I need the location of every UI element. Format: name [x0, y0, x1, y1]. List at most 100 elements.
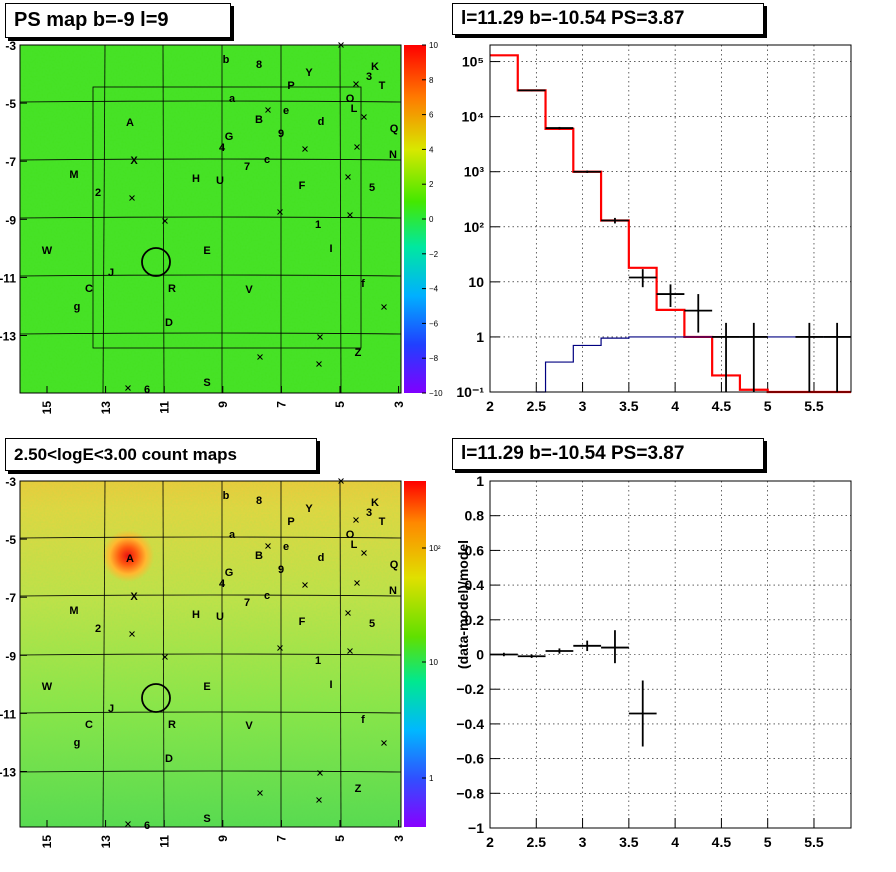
- source-cross-marker: [347, 648, 353, 654]
- residual-chart: 2 2.5 3 3.5 4 4.5 5 5.5 1 0.8 0.6 0.4 0.2 0 −0.2 −0.4 −0…: [455, 473, 852, 850]
- map-y-tick-label: -5: [5, 97, 16, 111]
- x-tick-label: 4: [671, 834, 679, 850]
- source-label: 8: [256, 495, 262, 507]
- source-cross-marker: [354, 580, 360, 586]
- colorbar-tick-label: −10: [429, 389, 443, 398]
- map-y-tick-label: -13: [0, 766, 16, 780]
- y-tick-label: 0.2: [465, 612, 485, 628]
- source-label: J: [108, 267, 114, 279]
- map-y-tick-label: -7: [5, 155, 16, 169]
- y-tick-label: 10: [468, 274, 484, 290]
- colorbar-tick-label: 6: [429, 111, 434, 120]
- source-label: c: [264, 154, 270, 166]
- source-label: I: [329, 243, 332, 255]
- source-label: 3: [366, 71, 372, 83]
- source-label: g: [74, 737, 81, 749]
- source-label: C: [85, 283, 93, 295]
- source-label: J: [108, 703, 114, 715]
- source-label: Y: [305, 67, 313, 79]
- y-tick-label: −0.2: [456, 681, 484, 697]
- source-cross-marker: [316, 361, 322, 367]
- source-cross-marker: [302, 146, 308, 152]
- source-label: N: [389, 585, 397, 597]
- map-x-tick-label: 9: [216, 401, 230, 408]
- source-cross-marker: [361, 114, 367, 120]
- source-label: e: [283, 105, 289, 117]
- source-cross-marker: [354, 144, 360, 150]
- y-tick-label: −0.8: [456, 785, 484, 801]
- source-label: 1: [315, 219, 321, 231]
- source-cross-marker: [353, 517, 359, 523]
- source-label: G: [225, 567, 234, 579]
- source-label: 9: [278, 564, 284, 576]
- count-map-roi-circle: [141, 683, 171, 713]
- source-label: F: [299, 616, 306, 628]
- source-label: T: [379, 516, 386, 528]
- source-label: M: [69, 169, 78, 181]
- map-x-tick-label: 11: [157, 401, 171, 414]
- source-label: E: [203, 681, 210, 693]
- count-map-frame: [19, 480, 402, 828]
- source-label: F: [299, 180, 306, 192]
- source-label: T: [379, 80, 386, 92]
- source-label: H: [192, 173, 200, 185]
- x-tick-label: 3: [579, 398, 587, 414]
- map-x-tick-label: 15: [40, 835, 54, 849]
- source-label: W: [42, 245, 53, 257]
- source-label: a: [229, 93, 236, 105]
- source-cross-marker: [302, 582, 308, 588]
- y-tick-label: 10⁵: [462, 54, 484, 70]
- map-x-tick-label: 7: [275, 835, 289, 842]
- source-label: 3: [366, 507, 372, 519]
- ps-colorbar-ticks: 10 8 6 4 2 0 −2 −4 −6 −8 −10: [422, 41, 443, 398]
- colorbar-tick-label: 10²: [429, 544, 441, 553]
- spectrum-frame: [489, 44, 852, 393]
- source-label: B: [255, 550, 263, 562]
- source-label: L: [351, 539, 358, 551]
- source-cross-marker: [353, 81, 359, 87]
- map-x-tick-label: 3: [392, 835, 406, 842]
- map-y-tick-label: -9: [5, 649, 16, 663]
- map-x-tick-label: 11: [157, 835, 171, 848]
- source-label: 5: [369, 182, 375, 194]
- source-label: 2: [95, 187, 101, 199]
- x-tick-label: 2: [486, 834, 494, 850]
- source-label: A: [126, 553, 134, 565]
- map-y-tick-label: -3: [5, 475, 16, 489]
- colorbar-tick-label: 8: [429, 76, 434, 85]
- source-cross-marker: [316, 797, 322, 803]
- source-label: 5: [369, 618, 375, 630]
- map-y-tick-label: -13: [0, 330, 16, 344]
- map-y-tick-label: -3: [5, 39, 16, 53]
- colorbar-tick-label: 2: [429, 180, 434, 189]
- source-cross-marker: [381, 740, 387, 746]
- source-label: N: [389, 149, 397, 161]
- source-label: D: [165, 753, 173, 765]
- source-label: 7: [244, 597, 250, 609]
- map-x-tick-label: 5: [333, 835, 347, 842]
- map-y-tick-label: -11: [0, 271, 16, 285]
- ps-map-roi-circle: [141, 247, 171, 277]
- colorbar-tick-label: −4: [429, 285, 439, 294]
- source-cross-marker: [265, 107, 271, 113]
- source-label: d: [318, 552, 325, 564]
- y-tick-label: −1: [468, 820, 484, 836]
- source-label: M: [69, 605, 78, 617]
- count-colorbar-ticks: 10² 10 1: [422, 544, 441, 783]
- source-label: 1: [315, 655, 321, 667]
- source-label: O: [346, 529, 355, 541]
- y-tick-label: 0.8: [465, 508, 485, 524]
- source-label: d: [318, 116, 325, 128]
- y-tick-label: 0.4: [465, 577, 485, 593]
- source-cross-marker: [345, 174, 351, 180]
- x-tick-label: 5: [764, 834, 772, 850]
- x-tick-label: 2.5: [527, 834, 547, 850]
- source-label: Z: [355, 783, 362, 795]
- source-cross-marker: [162, 218, 168, 224]
- source-label: c: [264, 590, 270, 602]
- x-tick-label: 3: [579, 834, 587, 850]
- y-tick-label: −0.4: [456, 716, 484, 732]
